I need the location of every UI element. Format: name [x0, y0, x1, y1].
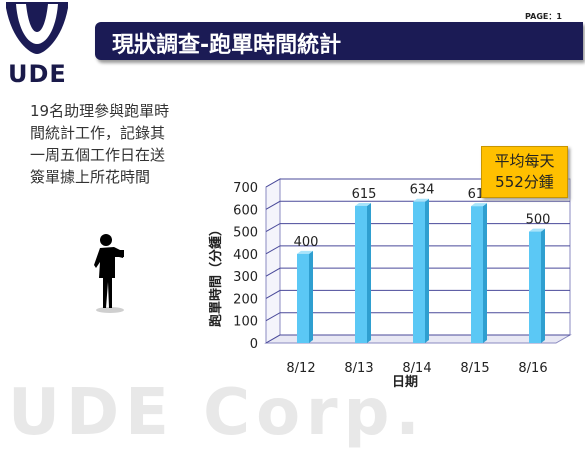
average-callout: 平均每天 552分鍾: [481, 146, 568, 198]
bar-chart: 0 100 200 300 400 500 600 700 400 8/12 615 8/13 634 8…: [208, 178, 572, 390]
y-tick-label: 700: [233, 181, 258, 196]
x-tick-label: 8/14: [402, 361, 431, 376]
ude-logo-mark: [0, 0, 74, 60]
description-line: 間統計工作，記錄其: [30, 124, 166, 142]
bar: [297, 250, 313, 343]
page-number: PAGE：1: [525, 12, 562, 21]
data-label: 634: [410, 183, 435, 198]
data-label: 500: [526, 213, 551, 228]
x-tick-label: 8/15: [460, 361, 489, 376]
bar: [529, 228, 545, 343]
y-tick-label: 100: [233, 315, 258, 330]
y-tick-label: 600: [233, 203, 258, 218]
bar: [471, 203, 487, 343]
data-label: 400: [294, 235, 319, 250]
y-tick-label: 500: [233, 226, 258, 241]
description-text: 19名助理參與跑單時 間統計工作，記錄其 一周五個工作日在送 簽單據上所花時間: [30, 100, 195, 188]
x-tick-label: 8/16: [518, 361, 547, 376]
description-line: 一周五個工作日在送: [30, 146, 166, 164]
callout-line: 552分鍾: [495, 173, 554, 191]
y-tick-label: 400: [233, 248, 258, 263]
callout-line: 平均每天: [494, 152, 555, 170]
description-line: 19名助理參與跑單時: [30, 102, 170, 120]
bar: [355, 202, 371, 343]
bar: [413, 198, 429, 343]
x-tick-label: 8/12: [286, 361, 315, 376]
x-axis-label: 日期: [392, 375, 418, 390]
person-silhouette-icon: [94, 234, 124, 313]
gridline: [265, 178, 570, 188]
y-tick-label: 200: [233, 292, 258, 307]
chart-side-wall: [265, 178, 281, 344]
logo-text: UDE: [8, 60, 67, 88]
title-bar: [95, 22, 583, 60]
page-title: 現狀調查-跑單時間統計: [112, 33, 342, 58]
x-tick-label: 8/13: [344, 361, 373, 376]
description-line: 簽單據上所花時間: [30, 168, 151, 186]
y-axis-label: 跑單時間（分鍾）: [208, 223, 224, 327]
gridline: [265, 200, 570, 210]
y-tick-label: 300: [233, 270, 258, 285]
y-tick-label: 0: [250, 337, 258, 352]
data-label: 615: [352, 187, 377, 202]
watermark: UDE Corp.: [8, 376, 426, 450]
